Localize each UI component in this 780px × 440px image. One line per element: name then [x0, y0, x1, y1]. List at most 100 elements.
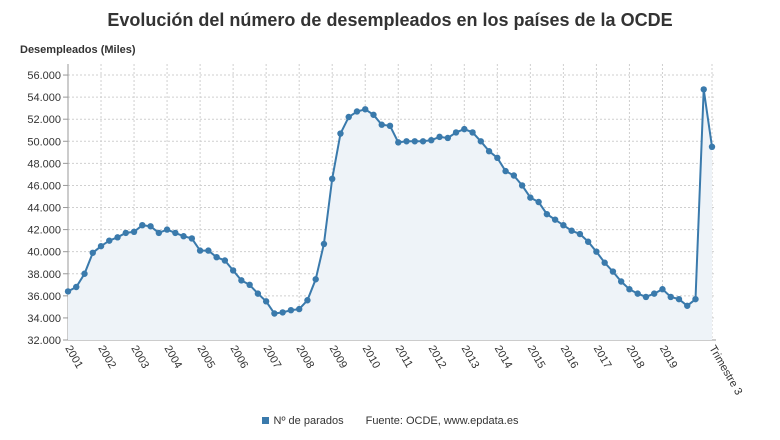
- y-tick-label: 48.000: [27, 158, 61, 170]
- data-point: [444, 134, 451, 142]
- data-point: [320, 240, 328, 248]
- x-tick-label: 2005: [195, 344, 218, 371]
- data-point: [642, 293, 650, 301]
- area-fill: [68, 89, 712, 341]
- data-point: [659, 286, 666, 293]
- data-point: [502, 167, 509, 175]
- data-point: [378, 121, 385, 128]
- series-points: [64, 86, 716, 317]
- data-point: [411, 138, 418, 145]
- y-axis-ticks: 32.000 34.000 36.000 38.000 40.000 42.000 44.0…: [27, 70, 68, 347]
- data-point: [386, 122, 394, 130]
- data-point: [353, 108, 361, 115]
- y-tick-label: 40.000: [27, 247, 61, 259]
- y-tick-label: 32.000: [27, 335, 61, 347]
- data-point: [155, 229, 163, 237]
- data-point: [64, 288, 72, 295]
- data-point: [97, 242, 105, 250]
- x-axis-ticks: 2001 2002 2003 2004 2005 2006 2007 2008 2009 2010…: [62, 344, 744, 398]
- legend-series-label: Nº de parados: [273, 415, 344, 427]
- data-point: [139, 221, 146, 229]
- y-tick-label: 34.000: [27, 313, 61, 325]
- data-point: [370, 111, 377, 118]
- source-note: Fuente: OCDE, www.epdata.es: [365, 415, 519, 427]
- data-point: [667, 293, 674, 301]
- data-point: [651, 290, 658, 297]
- x-tick-label: 2015: [525, 344, 548, 371]
- x-tick-label: 2007: [261, 344, 284, 371]
- data-point: [205, 247, 212, 254]
- data-point: [601, 259, 608, 266]
- data-point: [510, 172, 518, 179]
- data-point: [262, 298, 270, 305]
- y-tick-label: 36.000: [27, 291, 61, 303]
- x-tick-label: 2006: [228, 344, 251, 371]
- data-point: [543, 210, 551, 218]
- data-point: [452, 129, 460, 136]
- data-point: [675, 295, 683, 303]
- data-point: [271, 310, 278, 317]
- data-point: [362, 106, 369, 113]
- legend: Nº de parados Fuente: OCDE, www.epdata.es: [0, 415, 780, 427]
- data-point: [130, 228, 138, 236]
- data-point: [684, 302, 691, 309]
- x-tick-label: 2008: [294, 344, 317, 371]
- data-point: [221, 257, 229, 264]
- data-point: [279, 309, 286, 316]
- x-tick-label: 2010: [360, 344, 383, 371]
- data-point: [527, 194, 534, 201]
- data-point: [634, 290, 641, 297]
- data-point: [89, 249, 96, 256]
- data-point: [568, 227, 575, 234]
- data-point: [188, 235, 196, 242]
- data-point: [485, 148, 493, 155]
- data-point: [287, 306, 295, 314]
- data-point: [477, 138, 485, 145]
- data-point: [428, 136, 435, 144]
- data-point: [295, 305, 303, 313]
- x-tick-label: 2018: [624, 344, 647, 371]
- x-tick-label: 2004: [161, 344, 184, 371]
- x-tick-label: 2017: [591, 344, 614, 371]
- data-point: [163, 226, 171, 233]
- data-point: [395, 139, 402, 146]
- data-point: [312, 276, 319, 283]
- data-point: [518, 182, 526, 189]
- data-point: [494, 154, 501, 162]
- data-point: [535, 198, 542, 206]
- x-tick-label: 2001: [62, 344, 85, 371]
- x-tick-label: 2003: [128, 344, 151, 371]
- x-tick-label: 2013: [459, 344, 482, 371]
- data-point: [122, 229, 129, 237]
- data-point: [560, 221, 567, 229]
- x-tick-label: 2012: [426, 344, 449, 371]
- x-tick-label: 2014: [492, 344, 515, 371]
- x-tick-label: 2002: [95, 344, 118, 371]
- x-tick-label: 2011: [393, 344, 415, 370]
- data-point: [337, 130, 344, 137]
- data-point: [551, 216, 559, 223]
- x-tick-label: Trimestre 3: [706, 344, 744, 398]
- y-tick-label: 38.000: [27, 269, 61, 281]
- y-tick-label: 52.000: [27, 114, 61, 126]
- data-point: [436, 133, 443, 141]
- data-point: [461, 125, 468, 133]
- data-point: [576, 230, 584, 238]
- data-point: [617, 278, 625, 285]
- data-point: [304, 297, 311, 304]
- data-point: [81, 270, 88, 277]
- data-point: [345, 113, 352, 121]
- legend-swatch: [261, 417, 269, 424]
- y-tick-label: 54.000: [27, 92, 61, 104]
- data-point: [238, 277, 245, 284]
- data-point: [147, 223, 154, 230]
- data-point: [469, 129, 476, 136]
- y-tick-label: 42.000: [27, 225, 61, 237]
- data-point: [708, 143, 716, 150]
- data-point: [609, 268, 617, 275]
- y-axis-label: Desempleados (Miles): [20, 44, 136, 56]
- data-point: [593, 248, 600, 255]
- data-point: [403, 138, 410, 145]
- data-point: [114, 234, 121, 241]
